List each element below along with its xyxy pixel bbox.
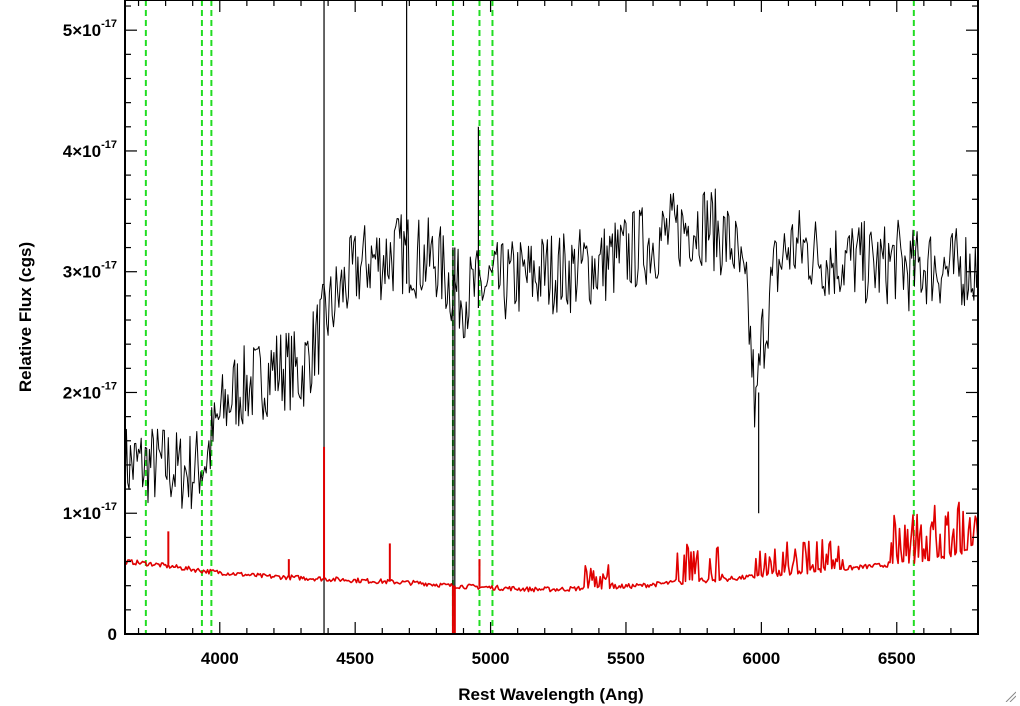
emission-line-markers	[144, 0, 915, 634]
series-layer	[124, 0, 979, 634]
x-tick-label: 5500	[607, 649, 645, 668]
resize-grip-icon[interactable]	[1004, 690, 1016, 702]
spectrum-line	[124, 188, 979, 510]
x-tick-label: 6000	[742, 649, 780, 668]
x-tick-label: 4000	[201, 649, 239, 668]
x-tick-label: 4500	[336, 649, 374, 668]
y-tick-label: 2×10-17	[63, 380, 117, 402]
y-tick-labels: 0 1×10-17 2×10-17 3×10-17 4×10-17 5×10-17	[63, 18, 117, 644]
x-tick-label: 6500	[878, 649, 916, 668]
y-tick-label: 4×10-17	[63, 139, 117, 161]
y-axis-title: Relative Flux (cgs)	[16, 242, 35, 392]
plot-frame	[124, 0, 979, 635]
y-tick-label: 0	[108, 625, 117, 644]
y-tick-label: 5×10-17	[63, 18, 117, 40]
model-line	[124, 501, 979, 593]
y-tick-label: 1×10-17	[63, 501, 117, 523]
x-tick-label: 5000	[472, 649, 510, 668]
y-tick-label: 3×10-17	[63, 260, 117, 282]
x-tick-labels: 4000 4500 5000 5500 6000 6500	[201, 649, 916, 668]
x-axis-title: Rest Wavelength (Ang)	[458, 685, 643, 704]
